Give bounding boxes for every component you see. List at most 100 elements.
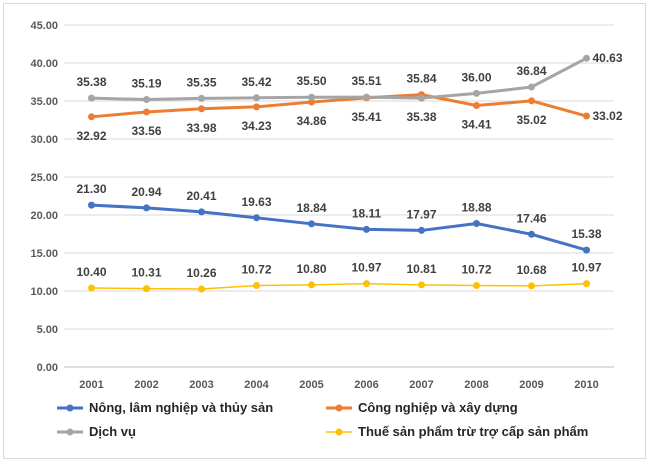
data-label: 35.19	[131, 77, 161, 91]
x-tick-label: 2005	[299, 379, 323, 391]
data-point	[363, 93, 370, 101]
data-label: 10.81	[406, 262, 436, 276]
data-label: 10.26	[186, 266, 216, 280]
data-point	[253, 103, 260, 111]
y-tick-label: 0.00	[37, 362, 58, 374]
data-label: 34.86	[296, 114, 326, 128]
data-label: 19.63	[241, 195, 271, 209]
chart-frame	[3, 3, 646, 459]
data-label: 36.84	[516, 64, 546, 78]
series-line	[91, 282, 587, 290]
data-point	[308, 98, 315, 106]
data-point	[583, 280, 590, 288]
x-tick-label: 2009	[519, 379, 543, 391]
data-label: 33.02	[593, 109, 623, 123]
data-label: 17.97	[406, 207, 436, 221]
legend-label: Nông, lâm nghiệp và thủy sản	[89, 400, 273, 415]
x-tick-label: 2002	[134, 379, 158, 391]
data-label: 10.72	[241, 263, 271, 277]
data-point	[143, 96, 150, 104]
data-point	[473, 282, 480, 290]
data-point	[88, 94, 95, 102]
y-tick-label: 15.00	[30, 248, 58, 260]
series-line	[91, 203, 587, 252]
data-label: 17.46	[516, 211, 546, 225]
data-label: 15.38	[571, 227, 601, 241]
data-point	[88, 284, 95, 292]
data-label: 35.50	[296, 74, 326, 88]
data-label: 10.97	[571, 261, 601, 275]
data-label: 10.31	[131, 266, 161, 280]
legend-label: Dịch vụ	[89, 424, 136, 439]
data-point	[583, 112, 590, 120]
data-point	[418, 226, 425, 234]
data-label: 35.38	[76, 75, 106, 89]
data-point	[198, 94, 205, 102]
x-tick-label: 2001	[79, 379, 103, 391]
x-tick-label: 2010	[574, 379, 598, 391]
data-label: 18.11	[352, 206, 382, 220]
legend-marker	[66, 428, 74, 436]
data-point	[583, 246, 590, 254]
data-label: 35.38	[406, 110, 436, 124]
y-tick-label: 20.00	[30, 210, 58, 222]
data-label: 20.94	[131, 185, 161, 199]
series-line	[91, 93, 587, 119]
data-point	[143, 285, 150, 293]
data-point	[473, 101, 480, 109]
data-label: 40.63	[593, 51, 623, 65]
x-tick-label: 2007	[409, 379, 433, 391]
data-label: 35.42	[241, 75, 271, 89]
data-label: 10.40	[76, 265, 106, 279]
data-point	[528, 282, 535, 290]
legend-marker	[66, 404, 74, 412]
x-tick-label: 2003	[189, 379, 213, 391]
y-tick-label: 30.00	[30, 134, 58, 146]
data-point	[528, 83, 535, 91]
y-tick-label: 5.00	[37, 324, 58, 336]
data-point	[308, 93, 315, 101]
series-line	[91, 56, 588, 102]
data-point	[308, 220, 315, 228]
y-tick-label: 45.00	[30, 20, 58, 32]
data-point	[528, 97, 535, 105]
data-point	[253, 214, 260, 222]
legend-label: Thuế sản phẩm trừ trợ cấp sản phẩm	[358, 424, 588, 439]
data-label: 10.97	[351, 261, 381, 275]
x-tick-label: 2006	[354, 379, 378, 391]
data-label: 34.41	[461, 117, 491, 131]
legend-label: Công nghiệp và xây dựng	[358, 400, 518, 415]
data-label: 35.41	[351, 110, 381, 124]
data-point	[363, 280, 370, 288]
data-label: 33.98	[186, 121, 216, 135]
data-point	[253, 282, 260, 290]
data-point	[583, 54, 590, 62]
data-point	[528, 230, 535, 238]
data-label: 36.00	[461, 70, 491, 84]
data-label: 35.84	[406, 72, 436, 86]
data-point	[473, 220, 480, 228]
data-point	[473, 89, 480, 97]
data-label: 18.84	[296, 201, 326, 215]
data-point	[143, 204, 150, 212]
data-label: 35.51	[351, 74, 381, 88]
data-point	[363, 225, 370, 233]
data-point	[88, 113, 95, 121]
y-tick-label: 40.00	[30, 58, 58, 70]
data-label: 21.30	[76, 182, 106, 196]
y-tick-label: 25.00	[30, 172, 58, 184]
data-label: 10.72	[461, 263, 491, 277]
legend-marker	[335, 428, 343, 436]
data-point	[198, 285, 205, 293]
y-tick-label: 35.00	[30, 96, 58, 108]
data-label: 32.92	[76, 129, 106, 143]
data-label: 34.23	[241, 119, 271, 133]
data-label: 18.88	[461, 201, 491, 215]
data-point	[253, 94, 260, 102]
data-point	[308, 281, 315, 289]
data-point	[198, 105, 205, 113]
x-tick-label: 2004	[244, 379, 269, 391]
data-point	[88, 201, 95, 209]
data-label: 10.68	[516, 263, 546, 277]
